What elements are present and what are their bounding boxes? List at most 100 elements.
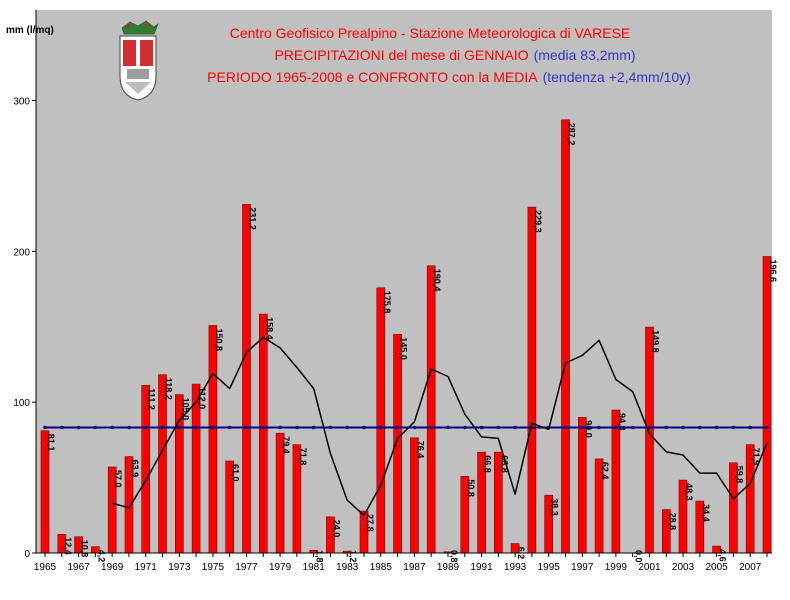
bar-2001: [645, 326, 654, 554]
mean-marker-1986: [395, 425, 400, 430]
y-tick-label-300: 300: [13, 97, 30, 108]
x-tick-label-1969: 1969: [101, 562, 124, 573]
bar-1999: [611, 409, 621, 554]
bar-label-1995: 38,3: [550, 498, 560, 516]
bar-label-1976: 61,0: [231, 464, 241, 482]
bar-label-1987: 76,4: [415, 441, 425, 459]
bar-label-1965: 81,1: [46, 434, 56, 452]
mean-marker-1969: [110, 425, 114, 430]
bar-label-1973: 105,0: [180, 398, 190, 421]
mean-marker-1972: [160, 425, 165, 430]
x-tick-label-2005: 2005: [706, 562, 729, 573]
bar-label-1969: 57,0: [113, 470, 123, 488]
bar-label-1983: 1,2: [348, 550, 358, 563]
bar-1971: [141, 384, 150, 554]
chart-title-line-3: PERIODO 1965-2008 e CONFRONTO con la MED…: [207, 69, 691, 85]
bar-label-1996: 287,2: [567, 123, 577, 146]
bar-label-1991: 66,8: [483, 455, 493, 473]
chart-title-line-2-red: PRECIPITAZIONI del mese di GENNAIO: [274, 47, 528, 63]
bar-label-1988: 190,4: [432, 269, 442, 292]
chart-title-line-2-blue: (media 83,2mm): [534, 47, 636, 63]
bar-label-2006: 59,8: [734, 466, 744, 484]
bar-label-2003: 48,3: [684, 483, 694, 501]
chart-title-line-3-red: PERIODO 1965-2008 e CONFRONTO con la MED…: [207, 69, 538, 85]
bar-label-1971: 111,2: [147, 388, 157, 410]
bar-label-2008: 196,6: [768, 260, 778, 283]
mean-marker-1982: [328, 425, 333, 430]
mean-marker-2008: [765, 425, 769, 430]
bar-1994: [527, 206, 537, 554]
bar-label-2002: 28,8: [667, 513, 677, 531]
mean-marker-1988: [429, 425, 434, 430]
bar-label-1998: 62,4: [600, 462, 610, 480]
mean-marker-1993: [513, 425, 517, 430]
bar-label-2007: 71,9: [751, 448, 761, 466]
mean-marker-1987: [412, 425, 417, 430]
bar-label-1990: 50,8: [466, 479, 476, 497]
bar-label-1989: 0,8: [449, 550, 459, 563]
moving-average-line: [112, 336, 768, 517]
x-tick-label-1971: 1971: [135, 562, 158, 573]
bar-label-1975: 150,8: [214, 329, 224, 352]
bar-labels-group: 81,1 12,4 10,8 4,2 57,0 63,9 111,2 118,2 105,0 11…: [46, 123, 778, 563]
mean-marker-1981: [311, 425, 316, 430]
bar-label-1967: 10,8: [80, 540, 90, 558]
mean-marker-2006: [731, 425, 736, 430]
mean-marker-2007: [748, 425, 752, 430]
mean-marker-1985: [379, 425, 383, 430]
x-tick-label-1979: 1979: [269, 562, 292, 573]
mean-marker-1990: [463, 425, 467, 430]
mean-marker-1998: [597, 425, 601, 430]
bar-label-1974: 112,0: [197, 387, 207, 409]
mean-marker-2004: [698, 425, 702, 430]
x-tick-label-1975: 1975: [202, 562, 225, 573]
x-tick-label-1965: 1965: [34, 562, 57, 573]
x-tick-label-2001: 2001: [638, 562, 661, 573]
mean-marker-1984: [362, 425, 366, 430]
bar-label-1985: 175,8: [382, 291, 392, 314]
bar-label-1970: 63,9: [130, 460, 140, 478]
bar-label-2000: 0,0: [634, 550, 644, 563]
x-tick-label-1973: 1973: [168, 562, 191, 573]
mean-marker-1983: [345, 425, 350, 430]
mean-marker-1992: [496, 425, 501, 430]
x-tick-label-1989: 1989: [437, 562, 460, 573]
mean-marker-1999: [614, 425, 618, 430]
moving-average-group: [112, 336, 768, 517]
bar-2008: [762, 256, 772, 554]
bar-label-1968: 4,2: [96, 550, 106, 563]
mean-marker-1973: [177, 425, 182, 430]
bar-1986: [393, 333, 402, 554]
bar-label-1980: 71,8: [298, 448, 308, 466]
bar-1972: [158, 374, 167, 554]
bar-label-1979: 79,4: [281, 436, 291, 454]
varese-coat-of-arms-icon: [119, 20, 159, 101]
mean-marker-2000: [630, 425, 635, 430]
bar-1996: [561, 119, 570, 554]
x-tick-label-1983: 1983: [336, 562, 359, 573]
bar-label-1984: 27,8: [365, 514, 375, 532]
bar-1985: [376, 287, 386, 554]
x-tick-label-1991: 1991: [470, 562, 493, 573]
mean-marker-1989: [446, 425, 450, 430]
mean-marker-1968: [93, 425, 98, 430]
y-tick-label-0: 0: [24, 549, 30, 560]
chart-title-line-1: Centro Geofisico Prealpino - Stazione Me…: [230, 25, 631, 41]
x-tick-label-1999: 1999: [605, 562, 628, 573]
x-tick-label-1985: 1985: [370, 562, 393, 573]
mean-marker-1975: [211, 425, 215, 430]
mean-marker-2002: [664, 425, 669, 430]
mean-marker-1980: [295, 425, 299, 430]
mean-marker-1966: [60, 425, 64, 430]
chart-title-line-3-blue: (tendenza +2,4mm/10y): [543, 69, 691, 85]
mean-marker-1965: [43, 425, 47, 430]
x-tick-label-2003: 2003: [672, 562, 695, 573]
mean-marker-1974: [194, 425, 198, 430]
chart-title-line-2: PRECIPITAZIONI del mese di GENNAIO (media…: [274, 47, 635, 63]
bar-label-1982: 24,0: [331, 520, 341, 538]
bar-label-1997: 90,0: [583, 420, 593, 438]
x-tick-label-1977: 1977: [235, 562, 258, 573]
x-tick-label-1993: 1993: [504, 562, 527, 573]
x-tick-label-1967: 1967: [67, 562, 90, 573]
mean-marker-1967: [76, 425, 81, 430]
